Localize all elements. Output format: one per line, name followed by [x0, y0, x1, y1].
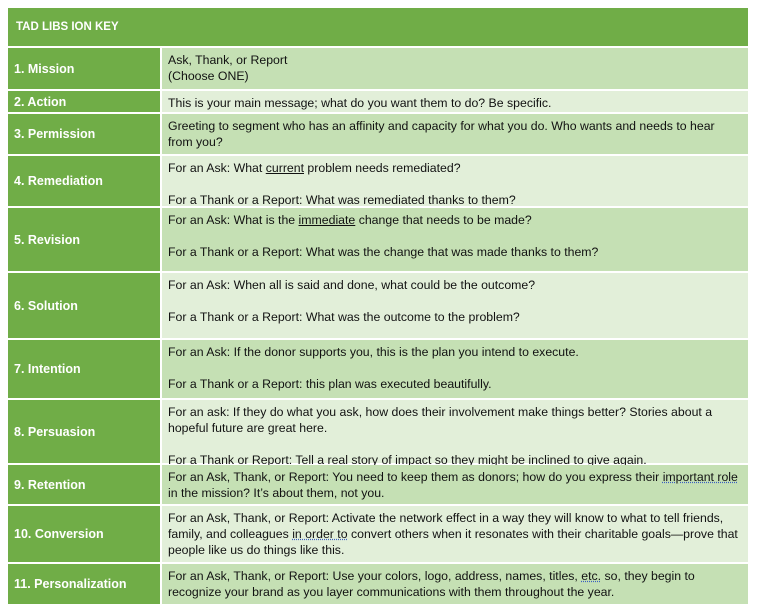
- text-segment: For a Thank or a Report: What was the ch…: [168, 245, 599, 259]
- description-paragraph: For a Thank or Report: Tell a real story…: [168, 452, 742, 468]
- row-label: 8. Persuasion: [8, 400, 162, 463]
- table-row: 7. Intention For an Ask: If the donor sup…: [8, 340, 748, 400]
- table-row: 4. Remediation For an Ask: What current p…: [8, 156, 748, 208]
- table-row: 3. Permission Greeting to segment who has…: [8, 114, 748, 156]
- table-row: 6. Solution For an Ask: When all is said …: [8, 273, 748, 340]
- text-segment: For a Thank or a Report: What was remedi…: [168, 193, 516, 207]
- description-paragraph: For a Thank or a Report: What was the ch…: [168, 244, 742, 260]
- row-description: For an Ask: What is the immediate change…: [162, 208, 748, 271]
- row-description: For an Ask: When all is said and done, w…: [162, 273, 748, 338]
- row-description: For an Ask, Thank, or Report: Use your c…: [162, 564, 748, 604]
- description-paragraph: This is your main message; what do you w…: [168, 95, 742, 111]
- text-segment: For a Thank or Report: Tell a real story…: [168, 453, 647, 467]
- text-segment: problem needs remediated?: [304, 161, 461, 175]
- text-segment: in the mission? It’s about them, not you…: [168, 486, 385, 500]
- row-description: This is your main message; what do you w…: [162, 91, 748, 112]
- description-paragraph: For an Ask: When all is said and done, w…: [168, 277, 742, 293]
- text-segment: For an Ask, Thank, or Report: Activate t…: [168, 511, 724, 541]
- description-paragraph: For an Ask, Thank, or Report: Activate t…: [168, 510, 742, 558]
- table-body: 1. Mission Ask, Thank, or Report (Choose O…: [8, 48, 748, 606]
- row-label: 9. Retention: [8, 465, 162, 504]
- text-segment: Ask, Thank, or Report: [168, 53, 288, 67]
- table-row: 11. Personalization For an Ask, Thank, or…: [8, 564, 748, 606]
- row-description: Ask, Thank, or Report (Choose ONE): [162, 48, 748, 89]
- text-segment: For an Ask: If the donor supports you, t…: [168, 345, 579, 359]
- row-label: 10. Conversion: [8, 506, 162, 562]
- emphasized-text: in order to: [292, 527, 348, 541]
- table-row: 5. Revision For an Ask: What is the immed…: [8, 208, 748, 273]
- row-label: 11. Personalization: [8, 564, 162, 604]
- description-paragraph: For an ask: If they do what you ask, how…: [168, 404, 742, 436]
- row-description: For an Ask, Thank, or Report: You need t…: [162, 465, 748, 504]
- description-paragraph: For an Ask: If the donor supports you, t…: [168, 344, 742, 360]
- description-paragraph: For an Ask: What is the immediate change…: [168, 212, 742, 228]
- text-segment: (Choose ONE): [168, 69, 249, 83]
- row-label: 7. Intention: [8, 340, 162, 398]
- description-paragraph: Ask, Thank, or Report: [168, 52, 742, 68]
- text-segment: Greeting to segment who has an affinity …: [168, 119, 715, 149]
- row-description: Greeting to segment who has an affinity …: [162, 114, 748, 154]
- emphasized-text: etc.: [581, 569, 602, 583]
- row-label: 3. Permission: [8, 114, 162, 154]
- text-segment: For a Thank or a Report: What was the ou…: [168, 310, 520, 324]
- table-title: TAD LIBS ION KEY: [8, 8, 748, 48]
- text-segment: so, they begin to recognize your brand a…: [168, 569, 695, 599]
- description-paragraph: For a Thank or a Report: What was the ou…: [168, 309, 742, 325]
- row-label: 2. Action: [8, 91, 162, 112]
- row-description: For an Ask: What current problem needs r…: [162, 156, 748, 208]
- emphasized-text: important role: [662, 470, 738, 484]
- table-row: 9. Retention For an Ask, Thank, or Report…: [8, 465, 748, 506]
- text-segment: For an Ask: What is the: [168, 213, 299, 227]
- description-paragraph: Greeting to segment who has an affinity …: [168, 118, 742, 150]
- row-description: For an Ask, Thank, or Report: Activate t…: [162, 506, 748, 562]
- description-paragraph: For an Ask, Thank, or Report: Use your c…: [168, 568, 742, 600]
- row-label: 1. Mission: [8, 48, 162, 89]
- emphasized-text: immediate: [298, 213, 356, 227]
- row-description: For an Ask: If the donor supports you, t…: [162, 340, 748, 398]
- description-paragraph: For a Thank or a Report: this plan was e…: [168, 376, 742, 392]
- description-paragraph: For an Ask, Thank, or Report: You need t…: [168, 469, 742, 501]
- table-row: 2. Action This is your main message; what…: [8, 91, 748, 114]
- row-label: 6. Solution: [8, 273, 162, 338]
- text-segment: convert others when it resonates with th…: [168, 527, 738, 557]
- row-label: 5. Revision: [8, 208, 162, 271]
- table-row: 1. Mission Ask, Thank, or Report (Choose O…: [8, 48, 748, 91]
- text-segment: For an Ask: When all is said and done, w…: [168, 278, 536, 292]
- text-segment: For an ask: If they do what you ask, how…: [168, 405, 713, 435]
- table-row: 8. Persuasion For an ask: If they do what…: [8, 400, 748, 467]
- description-paragraph: (Choose ONE): [168, 68, 742, 84]
- row-description: For an ask: If they do what you ask, how…: [162, 400, 748, 467]
- description-paragraph: For a Thank or a Report: What was remedi…: [168, 192, 742, 208]
- row-label: 4. Remediation: [8, 156, 162, 206]
- table-row: 10. Conversion For an Ask, Thank, or Repo…: [8, 506, 748, 564]
- text-segment: change that needs to be made?: [355, 213, 532, 227]
- text-segment: This is your main message; what do you w…: [168, 96, 552, 110]
- description-paragraph: For an Ask: What current problem needs r…: [168, 160, 742, 176]
- ion-key-table: TAD LIBS ION KEY 1. Mission Ask, Thank, o…: [8, 8, 748, 606]
- text-segment: For an Ask: What: [168, 161, 266, 175]
- text-segment: For an Ask, Thank, or Report: You need t…: [168, 470, 663, 484]
- emphasized-text: current: [265, 161, 305, 175]
- text-segment: For a Thank or a Report: this plan was e…: [168, 377, 492, 391]
- text-segment: For an Ask, Thank, or Report: Use your c…: [168, 569, 582, 583]
